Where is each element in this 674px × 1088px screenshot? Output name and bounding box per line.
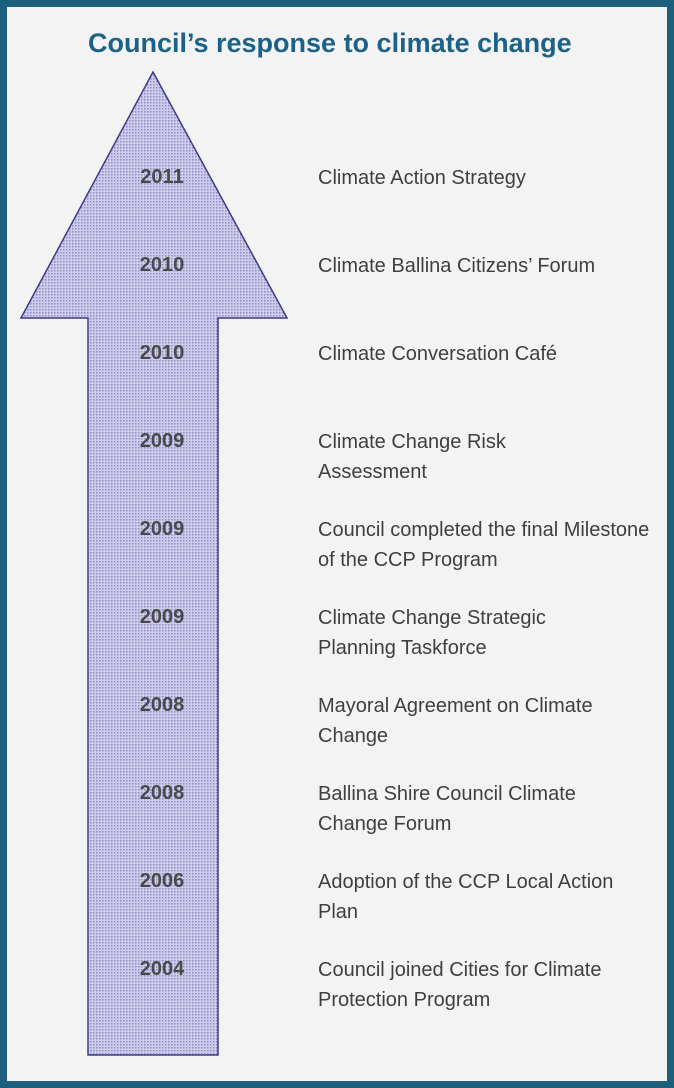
timeline-event: Council completed the final Milestone of…	[318, 519, 650, 571]
timeline-year: 2004	[139, 958, 185, 980]
timeline-year: 2008	[139, 782, 185, 804]
timeline-year: 2006	[139, 870, 185, 892]
timeline-year: 2009	[139, 606, 185, 628]
timeline-event: Climate Conversation Café	[318, 343, 557, 365]
page-title: Council’s response to climate change	[88, 28, 572, 58]
timeline-year: 2009	[139, 430, 185, 452]
timeline-event: Council joined Cities for Climate Protec…	[318, 959, 602, 1011]
arrow-shape	[19, 70, 289, 1056]
timeline-year: 2008	[139, 694, 185, 716]
timeline-year: 2009	[139, 518, 185, 540]
timeline-event: Climate Action Strategy	[318, 167, 526, 189]
timeline-event: Climate Change Strategic Planning Taskfo…	[318, 607, 546, 659]
timeline-event: Climate Change Risk Assessment	[318, 431, 506, 483]
timeline-event: Adoption of the CCP Local Action Plan	[318, 871, 614, 923]
timeline-event: Ballina Shire Council Climate Change For…	[318, 783, 576, 835]
timeline-year: 2011	[140, 166, 184, 188]
timeline-event: Climate Ballina Citizens’ Forum	[318, 255, 596, 277]
timeline-year: 2010	[139, 342, 185, 364]
timeline-event: Mayoral Agreement on Climate Change	[318, 695, 593, 747]
timeline-year: 2010	[139, 254, 185, 276]
